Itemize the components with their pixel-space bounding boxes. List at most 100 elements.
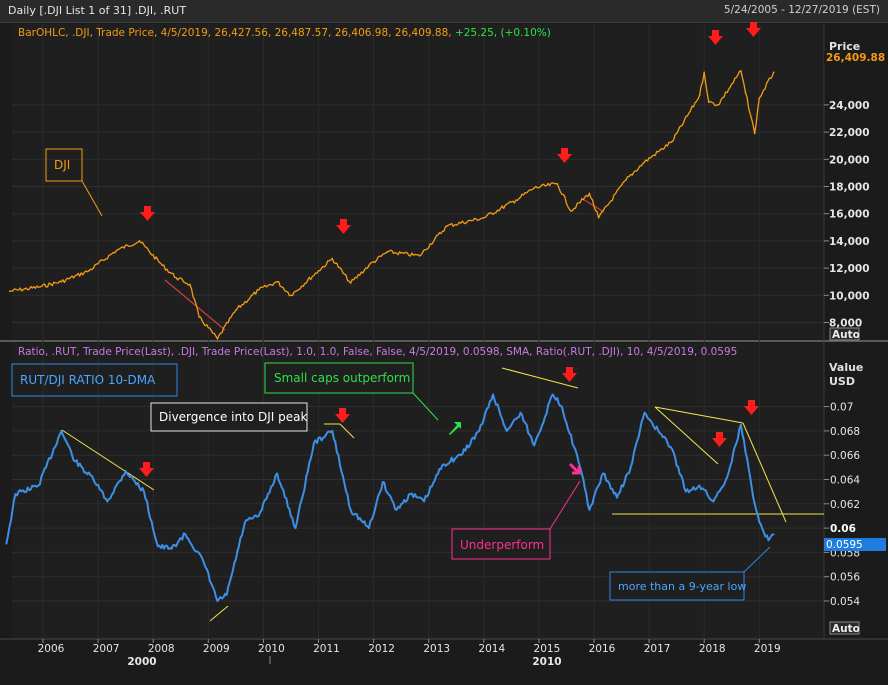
ratio-data-point bbox=[216, 600, 219, 602]
price-axis-title: Price bbox=[829, 40, 860, 53]
dji-data-point bbox=[753, 132, 756, 135]
y-tick-label: 10,000 bbox=[829, 290, 870, 302]
y-tick-label: 22,000 bbox=[829, 127, 870, 139]
dji-data-point bbox=[570, 210, 572, 212]
dji-2015-decline-line bbox=[580, 197, 605, 213]
x-tick-label: 2015 bbox=[534, 643, 561, 655]
ratio-data-point bbox=[92, 478, 95, 481]
ratio-2006-trend bbox=[61, 429, 155, 491]
arrow-down-right-icon bbox=[568, 462, 581, 475]
dji-data-point bbox=[703, 71, 705, 74]
ratio-data-point bbox=[533, 444, 536, 447]
ratio-2018-down-trend bbox=[742, 422, 787, 523]
ratio-data-point bbox=[60, 430, 63, 432]
dji-data-point bbox=[115, 249, 118, 252]
ratio-data-point bbox=[294, 527, 297, 529]
arrow-down-icon bbox=[712, 432, 727, 447]
dji-2008-decline-line bbox=[164, 279, 226, 331]
ratio-data-point bbox=[395, 509, 398, 511]
arrow-down-icon bbox=[140, 206, 155, 221]
top-gridlines bbox=[12, 104, 824, 323]
ratio-data-point bbox=[258, 515, 260, 517]
annotation-ratio-label: RUT/DJI RATIO 10-DMA bbox=[20, 373, 156, 387]
x-tick-label: 2014 bbox=[478, 643, 505, 655]
y-tick-label: 0.062 bbox=[830, 499, 860, 511]
bottom-auto-label: Auto bbox=[832, 623, 860, 635]
value-axis-title: Value bbox=[829, 361, 863, 374]
ratio-data-point bbox=[478, 430, 481, 432]
y-tick-label: 0.056 bbox=[830, 572, 860, 584]
ratio-data-point bbox=[5, 543, 8, 545]
ratio-data-point bbox=[202, 561, 205, 563]
ratio-data-point bbox=[671, 448, 673, 450]
ratio-data-point bbox=[441, 464, 444, 466]
top-auto-label: Auto bbox=[832, 329, 860, 341]
annotation-divergence: Divergence into DJI peak bbox=[150, 402, 308, 432]
ratio-data-point bbox=[409, 493, 412, 495]
y-tick-label: 20,000 bbox=[829, 154, 870, 166]
dji-data-point bbox=[446, 225, 448, 227]
arrow-down-icon bbox=[744, 400, 759, 415]
dji-data-point bbox=[317, 270, 320, 272]
x-tick-label: 2016 bbox=[589, 643, 616, 655]
ratio-data-point bbox=[698, 484, 701, 487]
y-tick-label: 8,000 bbox=[829, 318, 862, 330]
ratio-data-point bbox=[505, 430, 508, 432]
bottom-current-value: 0.0595 bbox=[826, 539, 863, 551]
y-tick-label: 14,000 bbox=[829, 236, 870, 248]
x-tick-label: 2018 bbox=[699, 643, 726, 655]
top-auto-button[interactable] bbox=[829, 327, 860, 341]
top-plot-area bbox=[12, 24, 824, 339]
ratio-data-point bbox=[460, 454, 462, 457]
annotation-outperform-box bbox=[264, 362, 414, 394]
dji-data-point bbox=[60, 280, 63, 283]
ratio-data-point bbox=[561, 405, 563, 408]
y-tick-label: 0.07 bbox=[830, 402, 853, 414]
arrow-down-icon bbox=[557, 148, 572, 163]
ratio-data-point bbox=[629, 466, 632, 469]
dji-data-point bbox=[772, 71, 775, 74]
dji-data-point bbox=[597, 216, 600, 219]
ratio-data-point bbox=[225, 594, 228, 596]
red-arrows bbox=[139, 22, 761, 477]
annotation-outperform-label: Small caps outperform bbox=[274, 371, 410, 385]
dji-points bbox=[8, 70, 775, 340]
annotation-outperform: Small caps outperform bbox=[264, 362, 439, 421]
y-tick-label: 24,000 bbox=[829, 100, 870, 112]
ratio-2014-trend bbox=[501, 367, 579, 389]
annotation-divergence-box bbox=[150, 402, 308, 432]
annotation-ratio-title: RUT/DJI RATIO 10-DMA bbox=[11, 363, 178, 397]
ratio-data-point bbox=[368, 527, 370, 529]
bottom-gridlines bbox=[12, 406, 824, 602]
arrow-down-icon bbox=[746, 22, 761, 37]
dji-data-point bbox=[276, 280, 278, 283]
ratio-2011-trend bbox=[339, 423, 355, 439]
x-tick-label: 2008 bbox=[148, 643, 175, 655]
ratio-data-point bbox=[740, 424, 742, 426]
y-tick-label: 0.068 bbox=[830, 426, 860, 438]
arrow-up-right-icon bbox=[449, 422, 461, 435]
arrow-down-icon bbox=[562, 367, 577, 382]
dji-data-point bbox=[290, 294, 292, 297]
y-tick-label: 0.066 bbox=[830, 450, 860, 462]
chart-canvas[interactable]: BarOHLC, .DJI, Trade Price, 4/5/2019, 26… bbox=[0, 22, 888, 685]
ratio-data-point bbox=[616, 496, 618, 499]
dji-data-point bbox=[418, 255, 421, 257]
arrow-down-icon bbox=[335, 408, 350, 423]
title-bar: Daily [.DJI List 1 of 31] .DJI, .RUT 5/2… bbox=[0, 0, 888, 23]
annotation-dji-label: DJI bbox=[54, 158, 70, 172]
bottom-auto-button[interactable] bbox=[829, 621, 860, 635]
arrow-down-icon bbox=[708, 30, 723, 45]
annotation-divergence-label: Divergence into DJI peak bbox=[159, 410, 307, 424]
annotation-dji-box bbox=[45, 148, 83, 182]
ratio-data-point bbox=[551, 393, 554, 396]
ratio-data-point bbox=[657, 430, 660, 432]
dji-data-point bbox=[138, 240, 141, 242]
x-tick-label: 2013 bbox=[423, 643, 450, 655]
top-legend-main: BarOHLC, .DJI, Trade Price, 4/5/2019, 26… bbox=[18, 27, 452, 39]
annotation-outperform-pointer bbox=[412, 392, 439, 421]
dji-data-point bbox=[349, 282, 352, 284]
dji-data-point bbox=[515, 199, 517, 201]
dji-data-point bbox=[707, 101, 710, 103]
annotation-low-box bbox=[609, 571, 745, 601]
